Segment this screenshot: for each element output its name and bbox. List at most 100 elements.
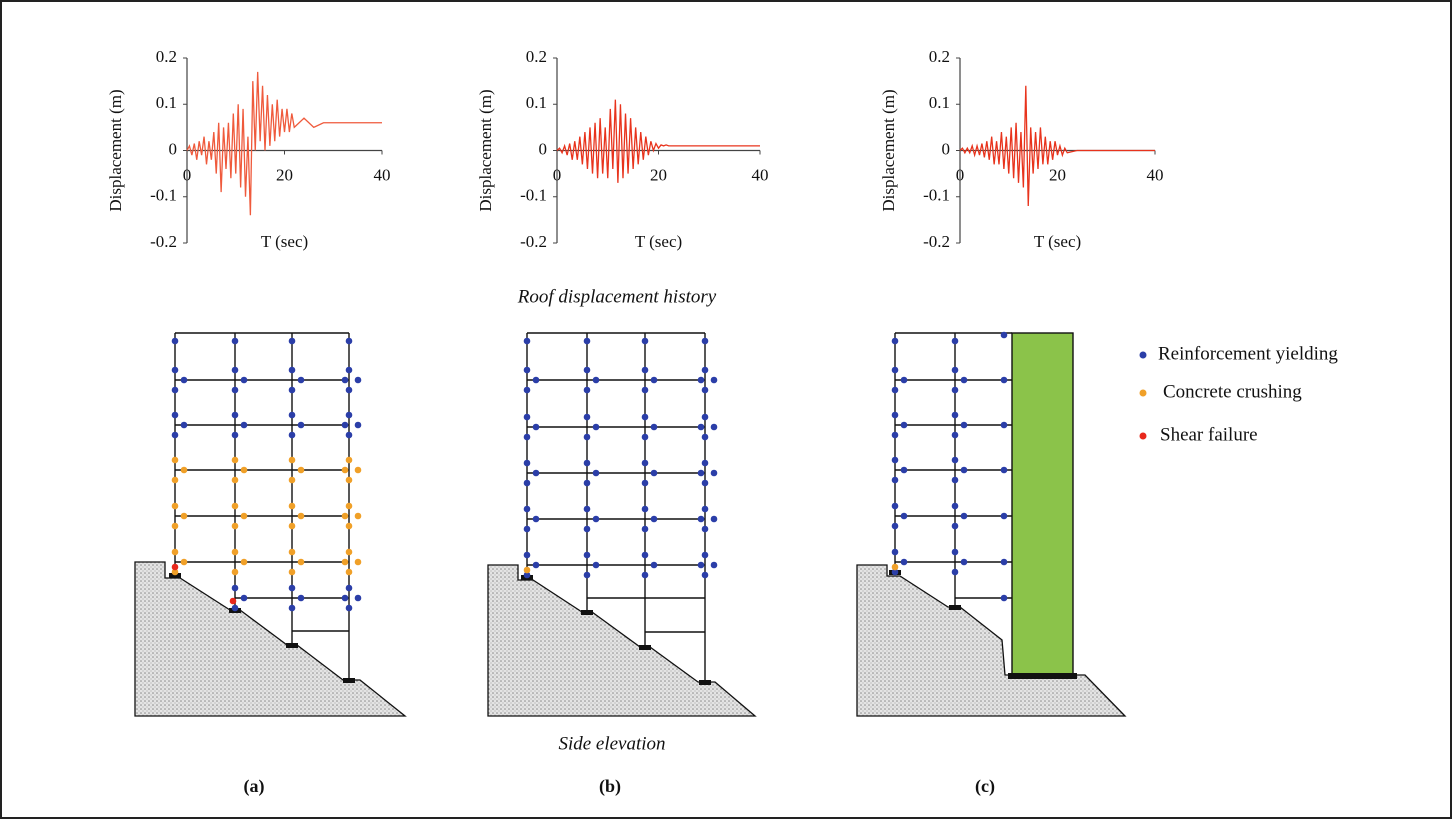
hinge [641,366,649,374]
hinge [583,386,591,394]
hinge [1000,421,1008,429]
x-axis-label: T (sec) [635,232,682,251]
hinge [1000,466,1008,474]
hinge [523,413,531,421]
hinge [180,558,188,566]
hinge [951,522,959,530]
legend-marker [1139,389,1147,397]
hinge [951,411,959,419]
footing [699,680,711,685]
hinge [641,337,649,345]
hinge [960,421,968,429]
hinge [523,571,531,579]
hinge [1000,331,1008,339]
hinge [900,376,908,384]
hinge [180,421,188,429]
hinge [523,525,531,533]
x-axis-label: T (sec) [1034,232,1081,251]
hinge [1000,594,1008,602]
hinge [697,515,705,523]
hinge [951,476,959,484]
hinge [701,479,709,487]
hinge [592,515,600,523]
hinge [288,522,296,530]
hinge [231,568,239,576]
hinge [1000,376,1008,384]
hinge [523,337,531,345]
hinge [523,433,531,441]
hinge [1000,512,1008,520]
hinge [341,466,349,474]
hinge [231,476,239,484]
hinge [583,571,591,579]
hinge [641,551,649,559]
y-tick-label: -0.2 [520,232,547,251]
hinge [701,505,709,513]
hinge [583,505,591,513]
y-tick-label: 0.2 [929,47,950,66]
footing [639,645,651,650]
x-tick-label: 40 [752,165,769,184]
x-tick-label: 20 [650,165,667,184]
hinge [710,423,718,431]
hinge [583,413,591,421]
hinge [354,558,362,566]
hinge [532,515,540,523]
hinge [641,413,649,421]
hinge [891,476,899,484]
x-tick-label: 20 [1049,165,1066,184]
ground [134,561,407,717]
hinge [960,512,968,520]
hinge [951,568,959,576]
x-axis-label: T (sec) [261,232,308,251]
hinge [650,515,658,523]
hinge [231,548,239,556]
hinge [583,479,591,487]
hinge [171,563,179,571]
hinge [900,512,908,520]
hinge [288,604,296,612]
hinge [341,594,349,602]
hinge [900,558,908,566]
y-axis-label: Displacement (m) [106,89,125,211]
hinge [960,376,968,384]
hinge [354,594,362,602]
ground [856,564,1127,717]
panel-label: (c) [975,776,995,797]
hinge [523,566,531,574]
hinge [891,502,899,510]
legend-marker [1139,432,1147,440]
hinge [288,456,296,464]
hinge [960,466,968,474]
legend-label: Shear failure [1160,424,1258,445]
hinge [592,469,600,477]
hinge [900,466,908,474]
hinge [951,431,959,439]
hinge [951,366,959,374]
y-tick-label: 0.1 [929,93,950,112]
hinge [345,568,353,576]
hinge [891,456,899,464]
hinge [171,476,179,484]
hinge [345,584,353,592]
y-tick-label: -0.1 [150,186,177,205]
hinge [641,525,649,533]
legend-label: Concrete crushing [1163,381,1302,402]
panel-label: (b) [599,776,621,797]
hinge [171,431,179,439]
hinge [532,561,540,569]
hinge [297,421,305,429]
hinge [171,411,179,419]
hinge [697,376,705,384]
hinge [701,366,709,374]
hinge [592,423,600,431]
hinge [231,522,239,530]
hinge [650,469,658,477]
x-tick-label: 0 [553,165,562,184]
hinge [891,431,899,439]
x-tick-label: 40 [1147,165,1164,184]
hinge [171,502,179,510]
hinge [180,466,188,474]
y-tick-label: 0.1 [526,93,547,112]
